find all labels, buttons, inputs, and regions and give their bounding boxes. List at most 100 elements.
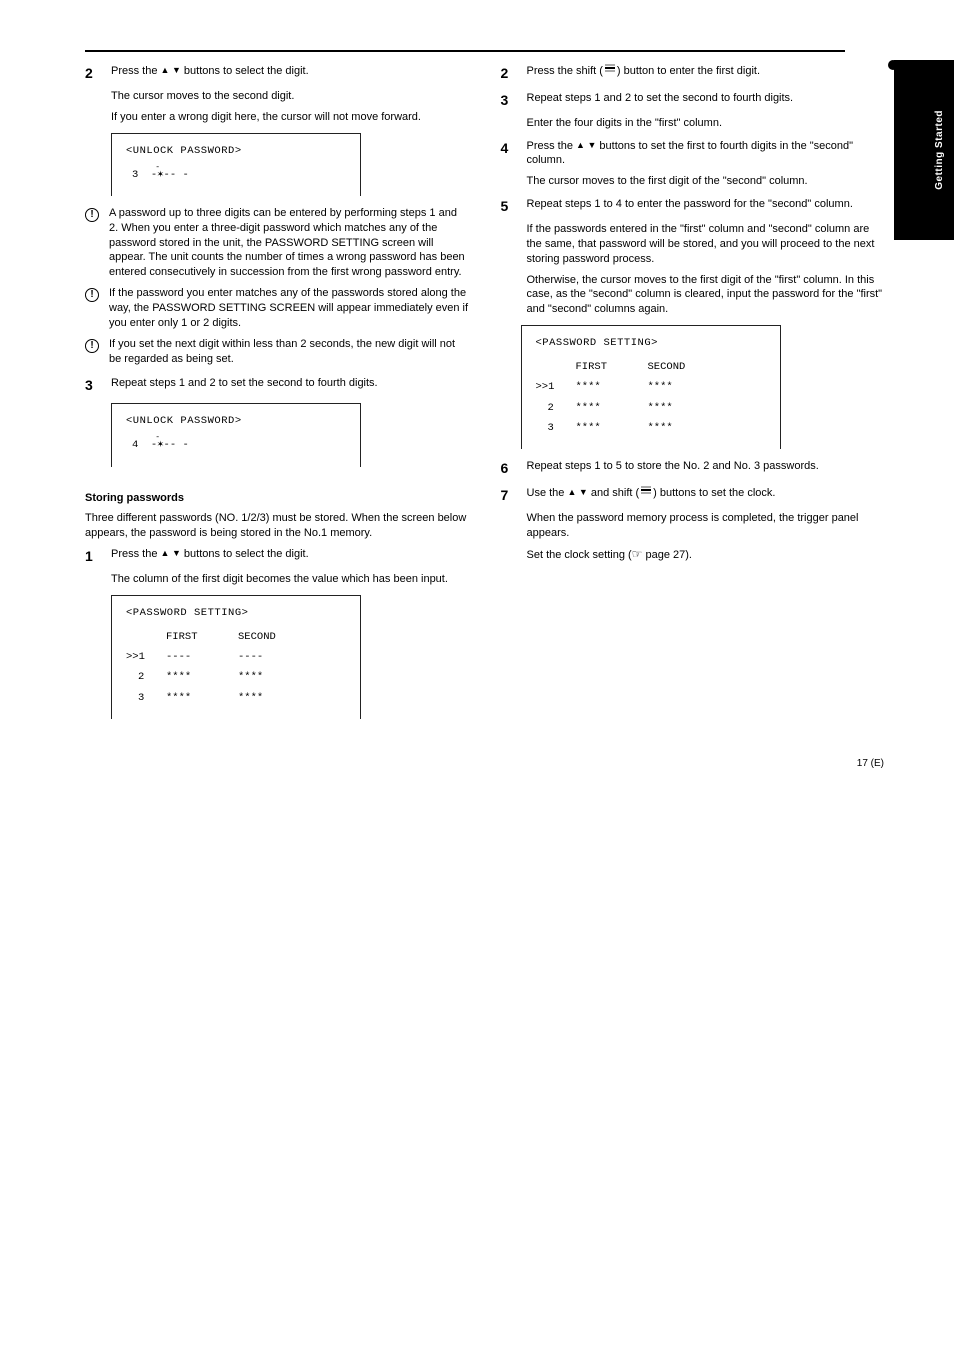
display-title: <PASSWORD SETTING>: [536, 336, 766, 350]
left-step-1b: 1 Press the ▲ ▼ buttons to select the di…: [85, 547, 469, 566]
step-body: Press the ▲ ▼ buttons to set the first t…: [527, 139, 885, 169]
paragraph: The cursor moves to the first digit of t…: [527, 174, 885, 189]
display-row: 3 **** ****: [126, 691, 346, 705]
paragraph: Otherwise, the cursor moves to the first…: [527, 273, 885, 318]
shift-button-icon: [603, 65, 617, 76]
left-column: 2 Press the ▲ ▼ buttons to select the di…: [85, 64, 469, 729]
head-second: SECOND: [648, 360, 720, 374]
paragraph: Enter the four digits in the "first" col…: [527, 116, 885, 131]
step-body: Repeat steps 1 to 4 to enter the passwor…: [527, 197, 885, 212]
left-step-3: 3 Repeat steps 1 and 2 to set the second…: [85, 376, 469, 395]
step-body: Press the shift () button to enter the f…: [527, 64, 885, 79]
right-step-6: 6 Repeat steps 1 to 5 to store the No. 2…: [501, 459, 885, 478]
row-idx: 3: [536, 421, 576, 435]
tail: - -: [170, 169, 189, 181]
text: page 27).: [642, 549, 692, 561]
right-step-2: 2 Press the shift () button to enter the…: [501, 64, 885, 83]
paragraph: If the passwords entered in the "first" …: [527, 222, 885, 267]
display-title: <PASSWORD SETTING>: [126, 606, 346, 620]
paragraph: If you enter a wrong digit here, the cur…: [111, 110, 469, 125]
left-step-2: 2 Press the ▲ ▼ buttons to select the di…: [85, 64, 469, 83]
step-body: Repeat steps 1 and 2 to set the second t…: [111, 376, 469, 391]
page-number: 17 (E): [857, 757, 884, 771]
step-num: 1: [85, 547, 103, 566]
note-text: If the password you enter matches any of…: [109, 286, 469, 331]
note-2: ! If the password you enter matches any …: [85, 286, 469, 331]
right-step-5: 5 Repeat steps 1 to 4 to enter the passw…: [501, 197, 885, 216]
step-body: Press the ▲ ▼ buttons to select the digi…: [111, 547, 469, 562]
row-idx: >>1: [126, 650, 166, 664]
columns: 2 Press the ▲ ▼ buttons to select the di…: [85, 64, 884, 729]
display-row: 2 **** ****: [126, 670, 346, 684]
display-password-setting-right: <PASSWORD SETTING> FIRST SECOND >>1 ****…: [521, 325, 781, 449]
row-idx: 2: [126, 670, 166, 684]
pointer-icon: ☞: [632, 547, 643, 561]
row-first: ****: [576, 421, 648, 435]
step-num: 4: [501, 139, 519, 158]
display-password-setting-left: <PASSWORD SETTING> FIRST SECOND >>1 ----…: [111, 595, 361, 719]
text: Press the: [111, 548, 161, 560]
display-head: FIRST SECOND: [536, 360, 766, 374]
note-3: ! If you set the next digit within less …: [85, 337, 469, 367]
row-second: ****: [238, 691, 310, 705]
text: buttons to select the digit.: [181, 65, 309, 77]
text: Press the: [111, 65, 161, 77]
step-num: 5: [501, 197, 519, 216]
display-title: <UNLOCK PASSWORD>: [126, 144, 346, 158]
head-first: FIRST: [576, 360, 648, 374]
row-idx: 2: [536, 401, 576, 415]
step-body: Repeat steps 1 and 2 to set the second t…: [527, 91, 885, 106]
alert-icon: !: [85, 286, 101, 302]
paragraph: Three different passwords (NO. 1/2/3) mu…: [85, 511, 469, 541]
right-step-3: 3 Repeat steps 1 and 2 to set the second…: [501, 91, 885, 110]
display-head: FIRST SECOND: [126, 630, 346, 644]
row-first: ****: [576, 401, 648, 415]
display-row: >>1 ---- ----: [126, 650, 346, 664]
display-unlock-1: <UNLOCK PASSWORD> 3 -✶--- -: [111, 133, 361, 196]
step-num: 7: [501, 486, 519, 505]
head-first: FIRST: [166, 630, 238, 644]
row-first: ----: [166, 650, 238, 664]
text: Use the: [527, 487, 568, 499]
text: buttons to select the digit.: [181, 548, 309, 560]
alert-icon: !: [85, 206, 101, 222]
step-body: Press the ▲ ▼ buttons to select the digi…: [111, 64, 469, 79]
display-row: >>1 **** ****: [536, 380, 766, 394]
step-num: 3: [85, 376, 103, 395]
alert-icon: !: [85, 337, 101, 353]
up-down-icon: ▲ ▼: [576, 140, 596, 150]
right-column: 2 Press the shift () button to enter the…: [501, 64, 885, 729]
paragraph: When the password memory process is comp…: [527, 511, 885, 541]
text: Set the clock setting (: [527, 549, 632, 561]
top-rule: [85, 50, 845, 52]
display-line: 4 -✶--- -: [132, 438, 346, 452]
display-unlock-2: <UNLOCK PASSWORD> 4 -✶--- -: [111, 403, 361, 466]
step-num: 2: [85, 64, 103, 83]
step-num: 3: [501, 91, 519, 110]
digit: 4: [132, 439, 138, 451]
row-first: ****: [166, 691, 238, 705]
up-down-icon: ▲ ▼: [567, 487, 587, 497]
row-first: ****: [576, 380, 648, 394]
step-body: Repeat steps 1 to 5 to store the No. 2 a…: [527, 459, 885, 474]
row-second: ****: [648, 401, 720, 415]
step-body: Use the ▲ ▼ and shift () buttons to set …: [527, 486, 885, 501]
shift-button-icon: [639, 487, 653, 498]
tail: - -: [170, 439, 189, 451]
text: Press the: [527, 140, 577, 152]
note-1: ! A password up to three digits can be e…: [85, 206, 469, 280]
up-down-icon: ▲ ▼: [161, 65, 181, 75]
row-idx: 3: [126, 691, 166, 705]
row-idx: >>1: [536, 380, 576, 394]
paragraph: Set the clock setting (☞ page 27).: [527, 546, 885, 563]
note-text: A password up to three digits can be ent…: [109, 206, 469, 280]
up-down-icon: ▲ ▼: [161, 548, 181, 558]
subheading-storing: Storing passwords: [85, 491, 469, 506]
note-text: If you set the next digit within less th…: [109, 337, 469, 367]
display-line: 3 -✶--- -: [132, 168, 346, 182]
digit: 3: [132, 169, 138, 181]
paragraph: The column of the first digit becomes th…: [111, 572, 469, 587]
right-step-4: 4 Press the ▲ ▼ buttons to set the first…: [501, 139, 885, 169]
step-num: 2: [501, 64, 519, 83]
display-row: 3 **** ****: [536, 421, 766, 435]
